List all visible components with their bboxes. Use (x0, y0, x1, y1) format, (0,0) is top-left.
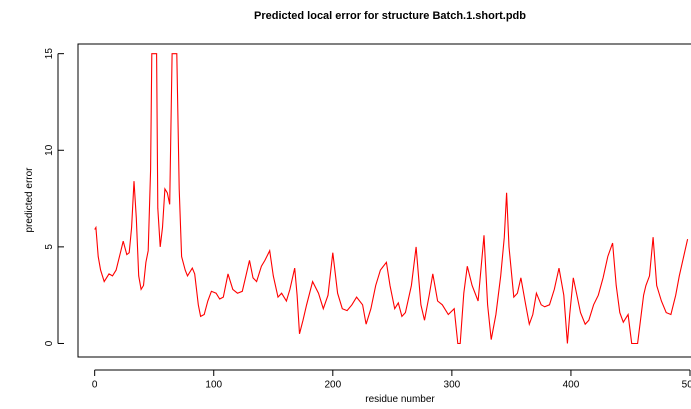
x-tick-label: 400 (563, 379, 580, 390)
x-tick-label: 0 (92, 379, 98, 390)
chart-title: Predicted local error for structure Batc… (254, 10, 526, 22)
y-tick-label: 15 (44, 48, 55, 60)
x-tick-label: 200 (324, 379, 341, 390)
x-tick-label: 100 (205, 379, 222, 390)
x-tick-label: 300 (444, 379, 461, 390)
plot-frame (77, 43, 691, 358)
x-axis-label: residue number (365, 394, 435, 405)
y-tick-label: 5 (44, 244, 55, 250)
y-tick-label: 0 (44, 340, 55, 346)
data-line (94, 53, 689, 345)
y-axis-label: predicted error (24, 167, 35, 233)
y-tick-label: 10 (44, 144, 55, 156)
x-tick-label: 500 (682, 379, 691, 390)
